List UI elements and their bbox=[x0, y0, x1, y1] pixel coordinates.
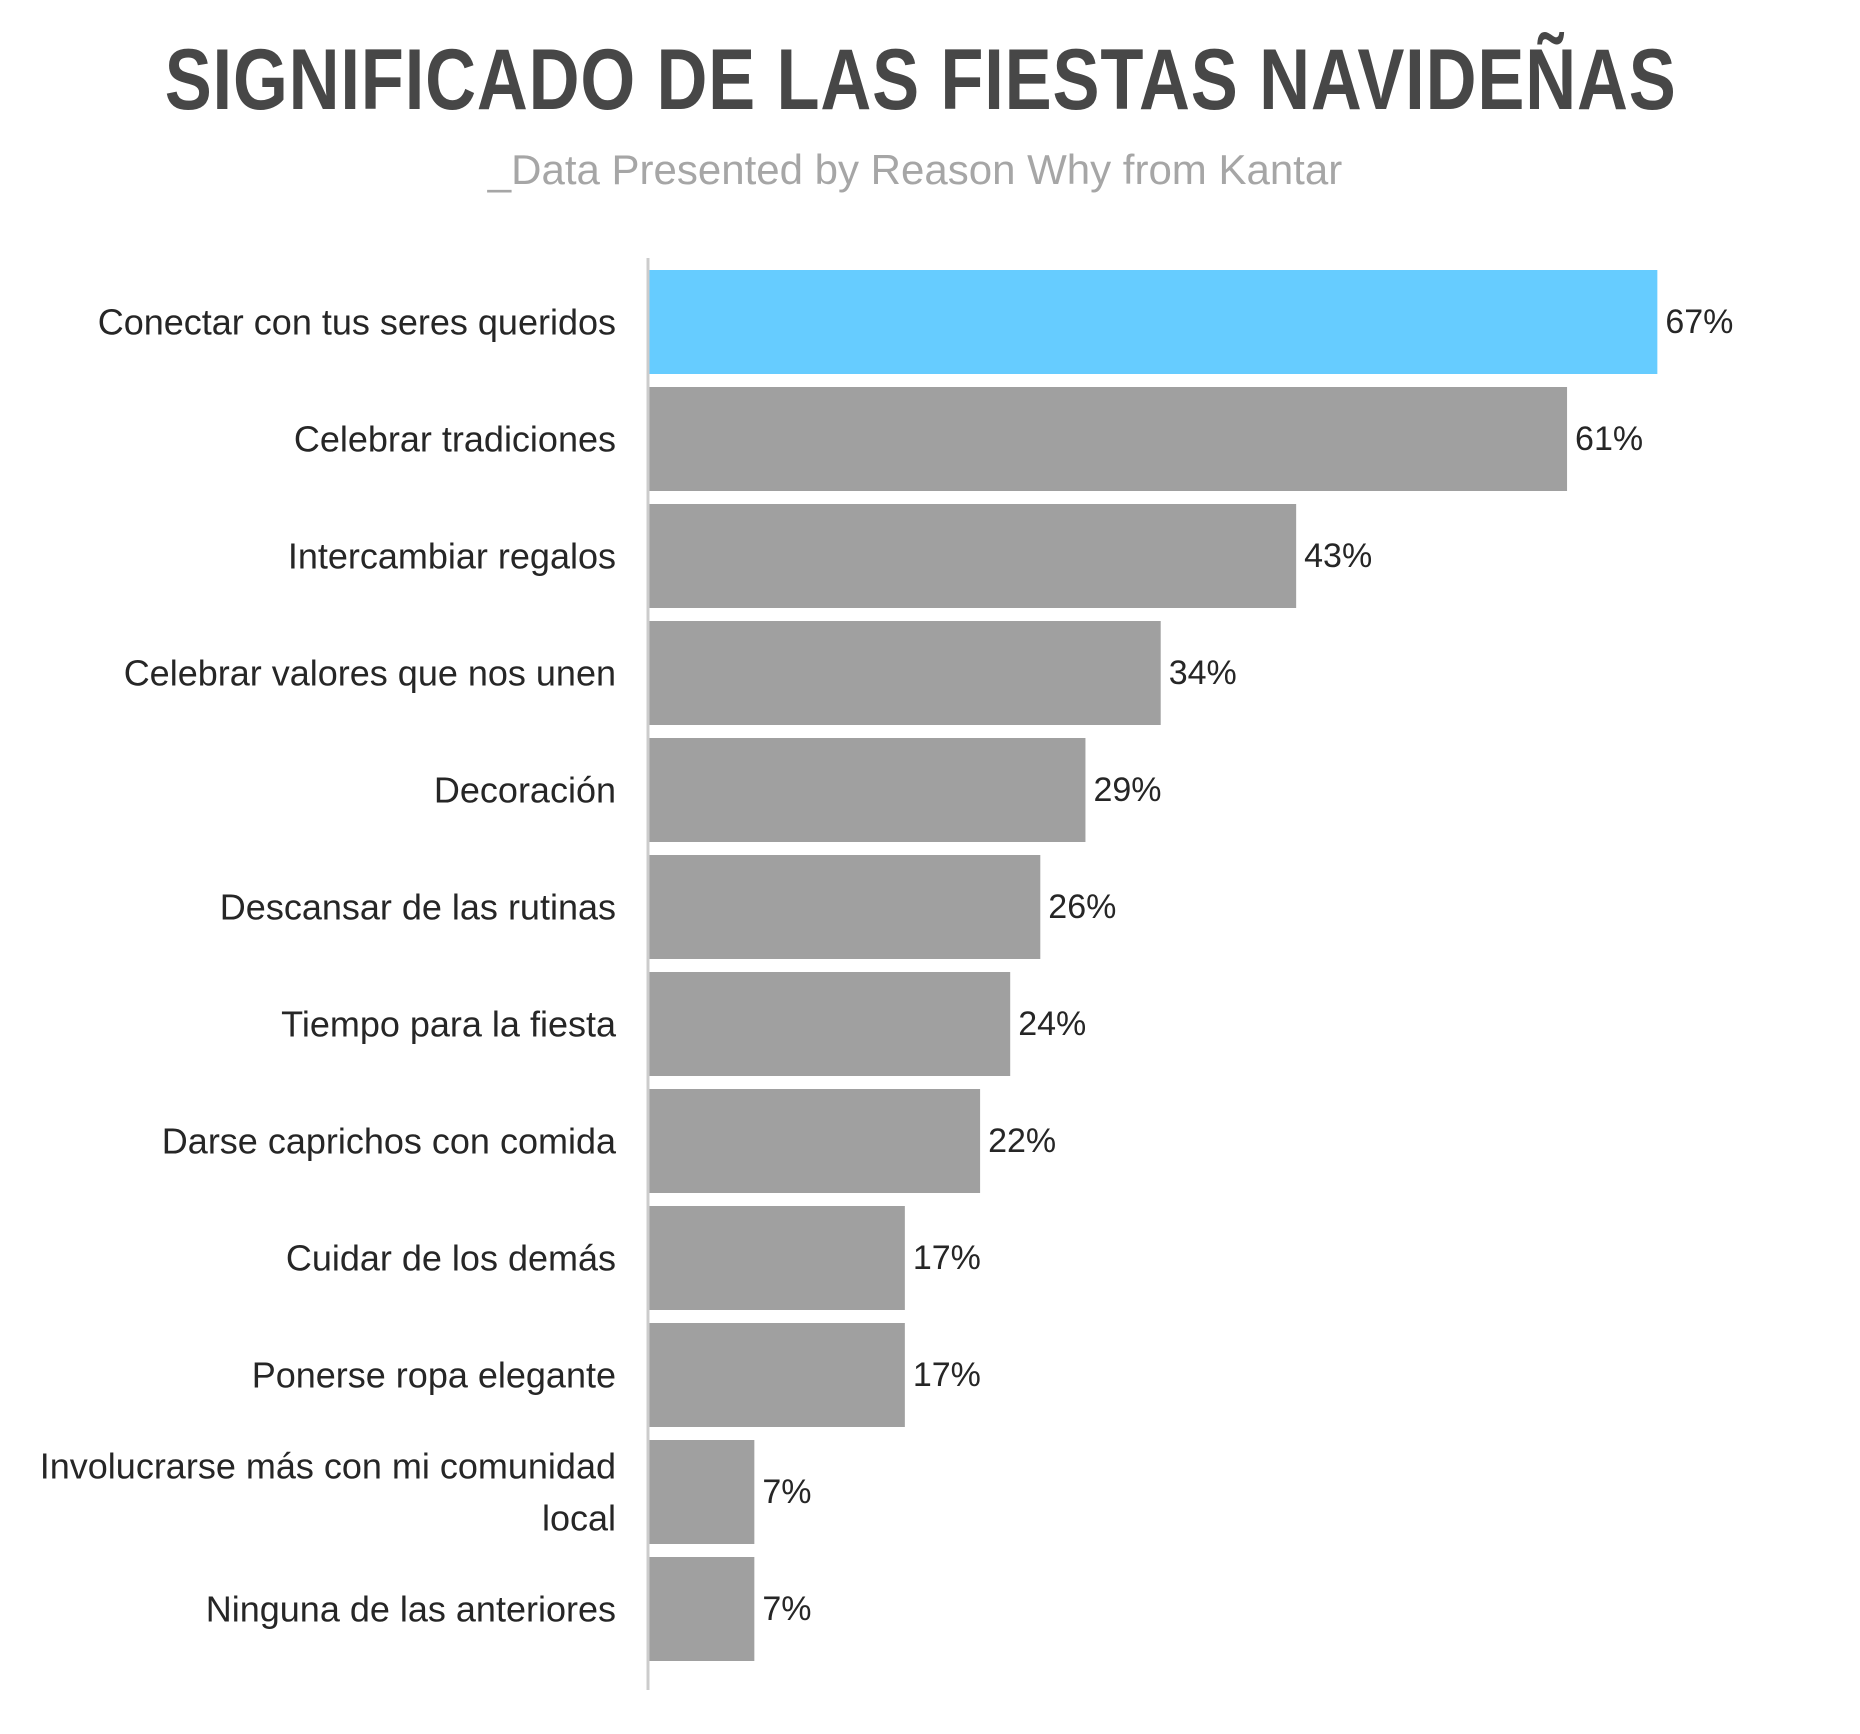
bar-darse-caprichos-con-comida bbox=[649, 1089, 981, 1193]
bar-ponerse-ropa-elegante bbox=[649, 1323, 905, 1427]
category-label-involucrarse-mas-con-mi-comunidad-local: Involucrarse más con mi comunidad local bbox=[40, 1446, 616, 1539]
bars-group bbox=[649, 270, 1658, 1661]
category-label-ponerse-ropa-elegante: Ponerse ropa elegante bbox=[252, 1355, 616, 1396]
category-label-decoracion: Decoración bbox=[434, 770, 616, 811]
bar-conectar-con-tus-seres-queridos bbox=[649, 270, 1658, 374]
value-labels-group: 67% 61% 43% 34% 29% 26% 24% 22% 17% 17% 7% 7% bbox=[762, 303, 1733, 1628]
value-label-conectar-con-tus-seres-queridos: 67% bbox=[1665, 303, 1733, 341]
bar-celebrar-valores-que-nos-unen bbox=[649, 621, 1161, 725]
category-labels-group: Conectar con tus seres queridos Celebrar … bbox=[40, 302, 617, 1630]
category-label-intercambiar-regalos: Intercambiar regalos bbox=[288, 536, 616, 577]
category-label-descansar-de-las-rutinas: Descansar de las rutinas bbox=[220, 887, 616, 928]
bar-tiempo-para-la-fiesta bbox=[649, 972, 1011, 1076]
value-label-darse-caprichos-con-comida: 22% bbox=[988, 1122, 1056, 1160]
chart-subtitle: _Data Presented by Reason Why from Kanta… bbox=[487, 146, 1343, 193]
category-label-conectar-con-tus-seres-queridos: Conectar con tus seres queridos bbox=[98, 302, 616, 343]
bar-cuidar-de-los-demas bbox=[649, 1206, 905, 1310]
category-label-celebrar-valores-que-nos-unen: Celebrar valores que nos unen bbox=[124, 653, 616, 694]
bar-decoracion bbox=[649, 738, 1086, 842]
value-label-cuidar-de-los-demas: 17% bbox=[913, 1239, 981, 1277]
chart-title: SIGNIFICADO DE LAS FIESTAS NAVIDEÑAS bbox=[164, 32, 1677, 128]
bar-intercambiar-regalos bbox=[649, 504, 1297, 608]
value-label-descansar-de-las-rutinas: 26% bbox=[1048, 888, 1116, 926]
value-label-tiempo-para-la-fiesta: 24% bbox=[1018, 1005, 1086, 1043]
category-label-tiempo-para-la-fiesta: Tiempo para la fiesta bbox=[281, 1004, 617, 1045]
value-label-involucrarse-mas-con-mi-comunidad-local: 7% bbox=[762, 1473, 811, 1511]
value-label-ninguna-de-las-anteriores: 7% bbox=[762, 1590, 811, 1628]
category-label-darse-caprichos-con-comida: Darse caprichos con comida bbox=[162, 1121, 617, 1162]
bar-descansar-de-las-rutinas bbox=[649, 855, 1041, 959]
value-label-ponerse-ropa-elegante: 17% bbox=[913, 1356, 981, 1394]
bar-ninguna-de-las-anteriores bbox=[649, 1557, 755, 1661]
value-label-decoracion: 29% bbox=[1093, 771, 1161, 809]
bar-involucrarse-mas-con-mi-comunidad-local bbox=[649, 1440, 755, 1544]
value-label-celebrar-tradiciones: 61% bbox=[1575, 420, 1643, 458]
bar-celebrar-tradiciones bbox=[649, 387, 1568, 491]
category-label-cuidar-de-los-demas: Cuidar de los demás bbox=[286, 1238, 616, 1279]
category-label-celebrar-tradiciones: Celebrar tradiciones bbox=[294, 419, 616, 460]
value-label-intercambiar-regalos: 43% bbox=[1304, 537, 1372, 575]
category-label-ninguna-de-las-anteriores: Ninguna de las anteriores bbox=[206, 1589, 616, 1630]
value-label-celebrar-valores-que-nos-unen: 34% bbox=[1169, 654, 1237, 692]
